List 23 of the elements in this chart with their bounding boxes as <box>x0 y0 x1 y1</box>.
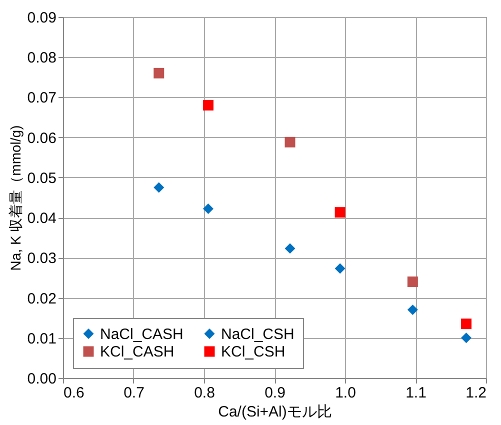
y-tick-label: 0.00 <box>27 370 56 388</box>
x-tick-label: 0.9 <box>264 384 286 402</box>
x-tick-label: 1.1 <box>406 384 426 402</box>
x-tick-label: 1.0 <box>335 384 356 402</box>
y-axis-title: Na, K 収着量（mmol/g) <box>7 125 24 271</box>
y-tick-label: 0.05 <box>27 170 56 187</box>
y-tick-label: 0.03 <box>27 250 56 268</box>
x-tick-label: 0.8 <box>194 384 215 402</box>
legend-label: NaCl_CASH <box>100 326 184 343</box>
y-tick-label: 0.06 <box>27 130 56 147</box>
x-axis-title: Ca/(Si+Al)モル比 <box>218 404 332 420</box>
y-tick-label: 0.07 <box>27 90 56 107</box>
y-tick-label: 0.01 <box>27 330 56 348</box>
x-tick-label: 1.2 <box>466 384 486 402</box>
legend-label: KCl_CSH <box>221 344 286 360</box>
y-tick-label: 0.09 <box>27 10 56 26</box>
y-tick-label: 0.02 <box>27 290 56 308</box>
x-tick-label: 0.6 <box>64 384 84 402</box>
legend-label: NaCl_CSH <box>221 326 294 343</box>
legend-label: KCl_CASH <box>100 344 174 360</box>
y-tick-label: 0.04 <box>27 210 56 228</box>
y-tick-label: 0.08 <box>27 50 56 67</box>
x-tick-label: 0.7 <box>124 384 144 402</box>
